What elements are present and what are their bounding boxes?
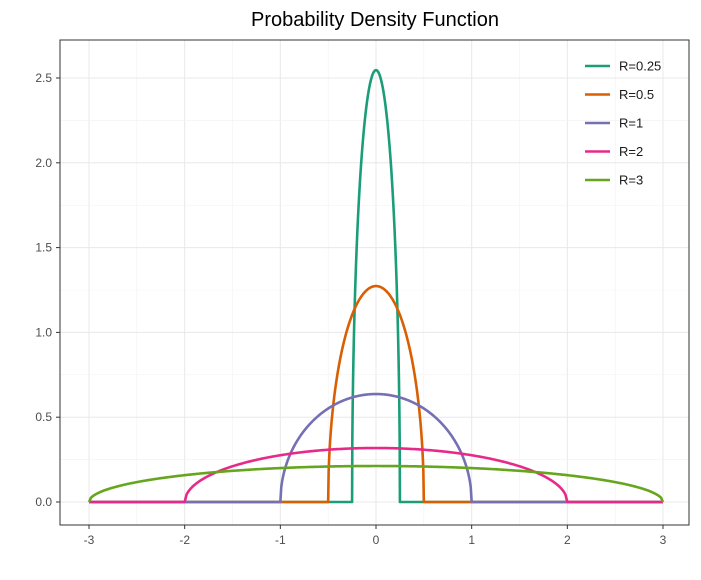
legend-label: R=0.5 — [619, 87, 654, 102]
x-tick-label: 2 — [564, 533, 571, 547]
legend-item: R=2 — [585, 144, 643, 159]
x-tick-label: 3 — [660, 533, 667, 547]
y-tick-label: 0.5 — [35, 410, 52, 424]
series-line-r-2 — [89, 446, 663, 504]
legend: R=0.25 R=0.5 R=1 R=2 R=3 — [585, 59, 661, 188]
y-tick-label: 2.5 — [35, 71, 52, 85]
series-line-r-1 — [89, 392, 663, 504]
chart-title: Probability Density Function — [251, 9, 499, 31]
y-tick-label: 1.5 — [35, 241, 52, 255]
x-tick-label: 1 — [468, 533, 475, 547]
x-tick-label: -3 — [84, 533, 95, 547]
axes: -3 -2 -1 0 1 2 3 0.0 0.5 1.0 1.5 2.0 2.5 — [35, 71, 666, 547]
x-tick-label: 0 — [373, 533, 380, 547]
y-tick-label: 2.0 — [35, 156, 52, 170]
series-line-r-3 — [87, 464, 665, 503]
legend-item: R=3 — [585, 173, 643, 188]
legend-item: R=0.5 — [585, 87, 654, 102]
legend-item: R=0.25 — [585, 59, 661, 74]
legend-label: R=0.25 — [619, 59, 661, 74]
grid — [60, 40, 689, 525]
y-tick-label: 0.0 — [35, 495, 52, 509]
y-tick-label: 1.0 — [35, 325, 52, 339]
x-tick-label: -2 — [179, 533, 190, 547]
legend-label: R=1 — [619, 116, 643, 131]
legend-item: R=1 — [585, 116, 643, 131]
plot-panel-border — [59, 39, 690, 526]
legend-label: R=3 — [619, 173, 643, 188]
legend-label: R=2 — [619, 144, 643, 159]
x-tick-label: -1 — [275, 533, 286, 547]
series-lines — [87, 68, 665, 504]
